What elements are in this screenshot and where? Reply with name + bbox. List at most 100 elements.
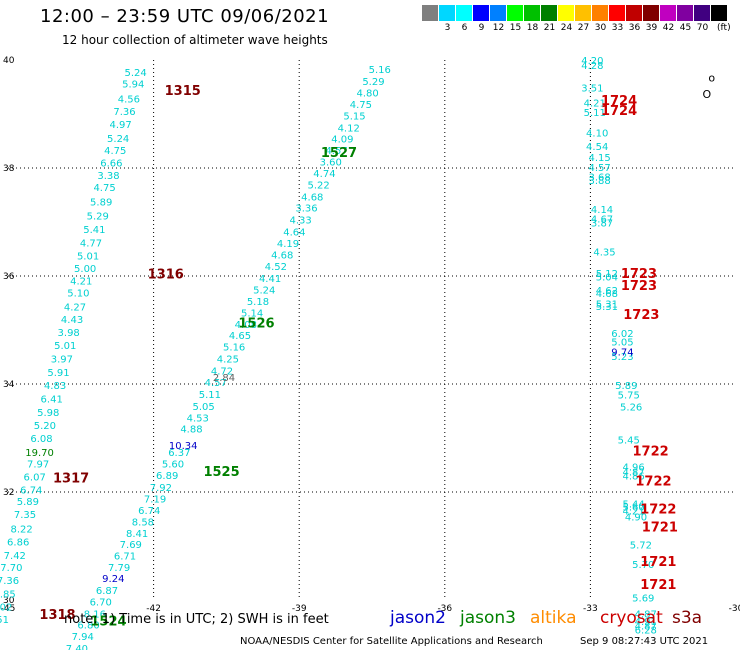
wave-height-value: 6.87 — [96, 586, 118, 597]
wave-height-value: 4.43 — [61, 315, 83, 326]
color-scale-label: 30 — [594, 23, 607, 33]
wave-height-value: 7.40 — [66, 644, 88, 650]
pass-time-label: 1721 — [640, 578, 676, 593]
wave-height-value: 9.24 — [102, 574, 124, 585]
map-subtitle: 12 hour collection of altimeter wave hei… — [62, 33, 328, 47]
color-scale-label: 42 — [662, 23, 675, 33]
wave-height-value: 5.10 — [67, 289, 89, 300]
color-swatch-9 — [575, 5, 592, 21]
color-swatch-6 — [524, 5, 541, 21]
wave-height-value: 5.16 — [369, 65, 391, 76]
color-swatch-15 — [677, 5, 694, 21]
wave-height-value: 5.16 — [223, 343, 245, 354]
wave-height-value: 4.80 — [356, 89, 378, 100]
legend-item-jason2: jason2 — [390, 608, 446, 628]
legend-item-cryosat: cryosat — [600, 608, 663, 628]
color-swatch-5 — [507, 5, 524, 21]
wave-height-value: 7.51 — [0, 615, 9, 626]
wave-height-value: 4.75 — [350, 100, 372, 111]
wave-height-value: 7.97 — [27, 460, 49, 471]
wave-height-value: 4.12 — [338, 123, 360, 134]
x-tick-label: -36 — [437, 604, 452, 614]
pass-time-label: 1721 — [640, 555, 676, 570]
wave-height-value: 5.89 — [90, 197, 112, 208]
wave-height-value: 5.00 — [74, 264, 96, 275]
wave-height-value: 6.41 — [41, 394, 63, 405]
footer-note: note: 1) Time is in UTC; 2) SWH is in fe… — [64, 612, 329, 627]
x-tick-label: -30 — [729, 604, 740, 614]
wave-height-value: 4.87 — [622, 467, 644, 478]
legend-item-altika: altika — [530, 608, 577, 628]
color-scale-label: 36 — [628, 23, 641, 33]
color-swatch-7 — [541, 5, 558, 21]
wave-height-value: 4.87 — [635, 622, 657, 633]
wave-height-value: 8.16 — [84, 609, 106, 620]
wave-height-value: 7.92 — [150, 483, 172, 494]
color-scale-label: 6 — [461, 23, 468, 33]
wave-height-value: 4.21 — [584, 98, 606, 109]
color-scale-label: 33 — [611, 23, 624, 33]
wave-height-value: 5.24 — [107, 134, 129, 145]
wave-height-value: 6.85 — [0, 589, 16, 600]
wave-height-value: 4.57 — [588, 163, 610, 174]
wave-height-value: 5.91 — [47, 368, 69, 379]
wave-height-value: 7.36 — [113, 107, 135, 118]
wave-height-value: 5.72 — [630, 541, 652, 552]
wave-height-value: 5.60 — [162, 460, 184, 471]
color-swatch-4 — [490, 5, 507, 21]
wave-height-value: 5.18 — [247, 297, 269, 308]
wave-height-value: 4.72 — [211, 366, 233, 377]
wave-height-value: 4.68 — [596, 289, 618, 300]
wave-height-value: 5.15 — [343, 111, 365, 122]
color-scale-label: 70 — [696, 23, 709, 33]
x-tick-label: -45 — [1, 604, 16, 614]
wave-height-value: 5.29 — [362, 77, 384, 88]
color-scale — [422, 5, 728, 21]
wave-height-value: 4.75 — [104, 146, 126, 157]
wave-height-value: 6.66 — [100, 158, 122, 169]
wave-height-value: 4.87 — [635, 609, 657, 620]
wave-height-value: 5.41 — [83, 225, 105, 236]
wave-height-value: 4.57 — [205, 378, 227, 389]
wave-height-value: 4.75 — [93, 183, 115, 194]
legend-item-jason3: jason3 — [460, 608, 516, 628]
wave-height-value: 5.60 — [622, 502, 644, 513]
wave-height-value: 4.64 — [283, 228, 305, 239]
pass-time-label: 1315 — [165, 84, 201, 99]
wave-height-value: 19.70 — [25, 448, 54, 459]
wave-height-value: 7.42 — [4, 551, 26, 562]
wave-height-value: 4.67 — [591, 215, 613, 226]
x-tick-label: -33 — [583, 604, 598, 614]
wave-height-value: 8.02 — [0, 602, 12, 613]
wave-height-value: 5.04 — [596, 272, 618, 283]
color-swatch-14 — [660, 5, 677, 21]
island-label: o — [708, 72, 715, 85]
wave-height-value: 4.21 — [622, 507, 644, 518]
wave-height-value: 4.83 — [44, 381, 66, 392]
footer-credit: NOAA/NESDIS Center for Satellite Applica… — [240, 636, 543, 647]
pass-time-label: 1721 — [642, 520, 678, 535]
wave-height-value: 5.12 — [596, 269, 618, 280]
wave-height-value: 5.11 — [584, 108, 606, 119]
wave-height-value: 5.31 — [596, 299, 618, 310]
wave-height-value: 6.71 — [114, 552, 136, 563]
pass-time-label: 1318 — [39, 608, 75, 623]
wave-height-value: 6.28 — [635, 625, 657, 636]
wave-height-value: 4.33 — [290, 216, 312, 227]
pass-time-label: 1722 — [635, 475, 671, 490]
wave-height-value: 5.05 — [192, 402, 214, 413]
color-swatch-12 — [626, 5, 643, 21]
wave-height-value: 4.19 — [277, 239, 299, 250]
pass-time-label: 1723 — [623, 308, 659, 323]
wave-height-value: 4.10 — [586, 129, 608, 140]
y-tick-label: 38 — [3, 164, 15, 174]
wave-height-value: 5.89 — [17, 497, 39, 508]
wave-height-value: 4.62 — [596, 286, 618, 297]
pass-time-label: 1723 — [621, 267, 657, 282]
wave-height-value: 5.89 — [615, 381, 637, 392]
wave-height-value: 7.69 — [120, 540, 142, 551]
wave-height-value: 4.41 — [259, 274, 281, 285]
wave-height-value: 5.69 — [632, 594, 654, 605]
wave-height-value: 6.37 — [168, 448, 190, 459]
